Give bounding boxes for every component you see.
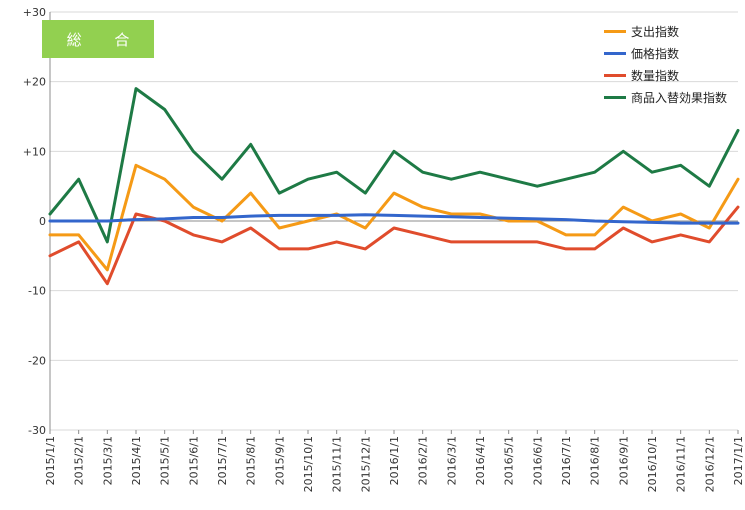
legend-item: 支出指数 — [604, 20, 727, 42]
x-tick-label: 2016/5/1 — [503, 436, 516, 485]
x-tick-label: 2016/9/1 — [617, 436, 630, 485]
legend-item: 数量指数 — [604, 64, 727, 86]
x-tick-label: 2015/7/1 — [216, 436, 229, 485]
x-tick-label: 2015/5/1 — [159, 436, 172, 485]
y-tick-label: -10 — [28, 285, 46, 298]
series-line — [48, 163, 740, 272]
x-tick-label: 2015/2/1 — [73, 436, 86, 485]
x-tick-label: 2015/1/1 — [44, 436, 57, 485]
legend-item: 価格指数 — [604, 42, 727, 64]
legend-label: 支出指数 — [631, 24, 680, 39]
x-tick-label: 2015/8/1 — [245, 436, 258, 485]
x-tick-label: 2016/10/1 — [646, 436, 659, 492]
legend-label: 商品入替効果指数 — [631, 90, 728, 105]
x-tick-label: 2016/8/1 — [589, 436, 602, 485]
y-tick-labels: +30 +20 +10 0 -10 -20 -30 — [23, 6, 46, 437]
legend-item: 商品入替効果指数 — [604, 86, 727, 108]
x-tick-label: 2015/6/1 — [187, 436, 200, 485]
chart-title: 総 合 — [42, 20, 154, 58]
series-lines — [48, 87, 740, 286]
x-tick-label: 2015/10/1 — [302, 436, 315, 492]
x-tick-label: 2016/7/1 — [560, 436, 573, 485]
x-tick-label: 2016/12/1 — [703, 436, 716, 492]
x-tick-labels: 2015/1/1 2015/2/1 2015/3/1 2015/4/1 2015/5/1… — [44, 436, 745, 492]
legend-label: 価格指数 — [631, 46, 680, 61]
series-line — [48, 205, 740, 286]
x-tick-label: 2015/12/1 — [359, 436, 372, 492]
x-tick-label: 2016/1/1 — [388, 436, 401, 485]
y-tick-label: +20 — [23, 76, 46, 89]
series-line — [48, 87, 740, 244]
legend-swatch — [604, 29, 626, 33]
y-tick-label: -20 — [28, 354, 46, 367]
y-tick-label: 0 — [39, 215, 46, 228]
x-tick-label: 2016/3/1 — [445, 436, 458, 485]
y-tick-label: -30 — [28, 424, 46, 437]
x-tick-label: 2015/4/1 — [130, 436, 143, 485]
x-tick-label: 2016/6/1 — [531, 436, 544, 485]
legend-swatch — [604, 73, 626, 77]
legend-label: 数量指数 — [631, 68, 680, 83]
x-tick-label: 2015/3/1 — [101, 436, 114, 485]
x-tick-label: 2016/11/1 — [675, 436, 688, 492]
x-tick-label: 2017/1/1 — [732, 436, 745, 485]
x-tick-label: 2016/4/1 — [474, 436, 487, 485]
legend-swatch — [604, 95, 626, 99]
x-tick-label: 2015/9/1 — [273, 436, 286, 485]
series-line — [48, 213, 740, 225]
legend: 支出指数価格指数数量指数商品入替効果指数 — [604, 20, 727, 108]
x-tick-label: 2016/2/1 — [417, 436, 430, 485]
legend-swatch — [604, 51, 626, 55]
y-tick-label: +10 — [23, 145, 46, 158]
x-tick-label: 2015/11/1 — [331, 436, 344, 492]
y-tick-label: +30 — [23, 6, 46, 19]
